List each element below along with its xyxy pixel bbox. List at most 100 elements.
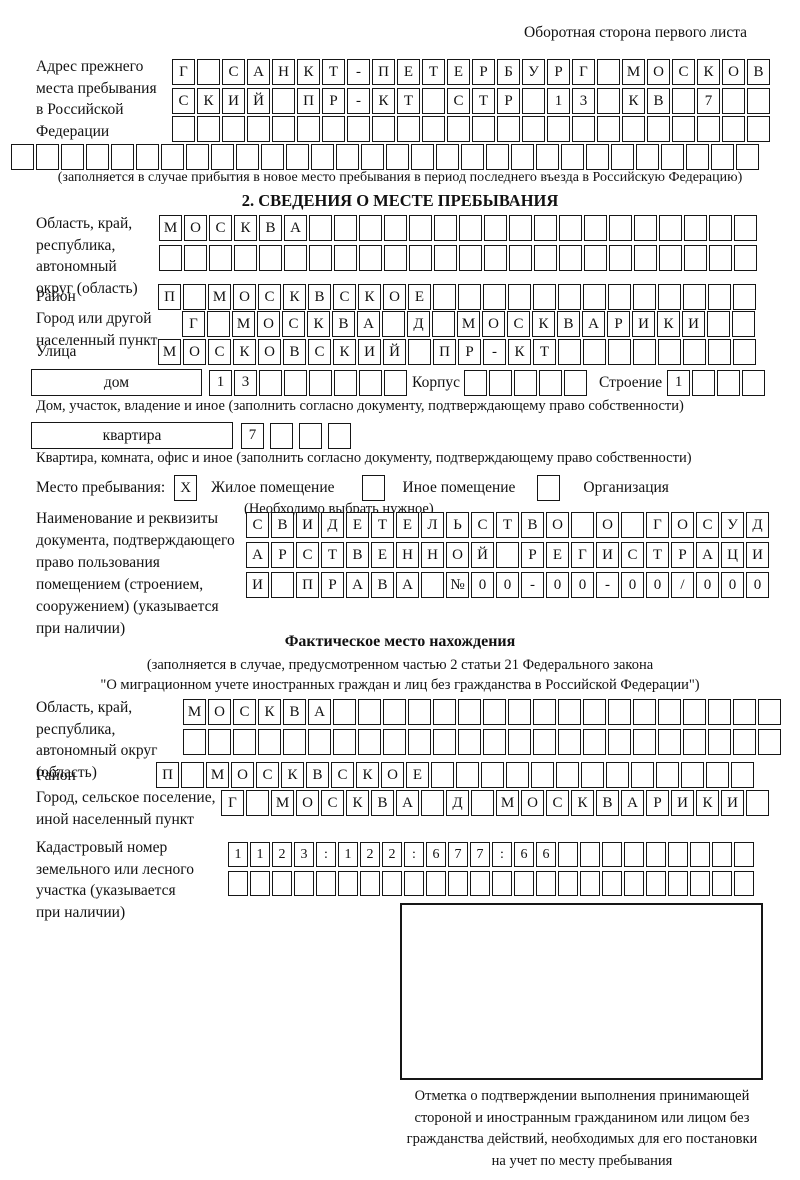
char-cell: 0 — [721, 572, 744, 598]
char-cell: С — [296, 542, 319, 568]
char-cell — [706, 762, 729, 788]
char-cell — [690, 871, 710, 896]
char-cell: Т — [646, 542, 669, 568]
char-cell — [584, 215, 607, 241]
char-cell: 1 — [209, 369, 232, 396]
char-cell: М — [232, 311, 255, 337]
char-cell — [411, 144, 434, 170]
char-cell: В — [283, 699, 306, 725]
char-cell — [658, 339, 681, 365]
char-cell — [734, 871, 754, 896]
char-cell: О — [183, 339, 206, 365]
char-cell — [672, 116, 695, 142]
char-cell: : — [316, 842, 336, 867]
char-cell: К — [532, 311, 555, 337]
char-cell: Й — [383, 339, 406, 365]
char-cell — [707, 311, 730, 337]
char-cell: О — [383, 284, 406, 310]
char-cell — [558, 339, 581, 365]
char-cell: К — [307, 311, 330, 337]
char-cell — [508, 284, 531, 310]
char-cell — [536, 871, 556, 896]
char-cell: Т — [397, 88, 420, 114]
char-cell — [722, 116, 745, 142]
char-cell — [136, 144, 159, 170]
char-cell — [234, 245, 257, 271]
char-cell — [492, 871, 512, 896]
char-cell: К — [696, 790, 719, 816]
char-cell: В — [308, 284, 331, 310]
char-cell: А — [308, 699, 331, 725]
char-cell — [270, 422, 293, 449]
char-cell — [633, 729, 656, 755]
char-cell — [631, 762, 654, 788]
char-cell — [458, 699, 481, 725]
char-cell: У — [721, 512, 744, 538]
char-cell — [272, 871, 292, 896]
char-cell — [597, 88, 620, 114]
char-cell: Ц — [721, 542, 744, 568]
char-cell: 0 — [746, 572, 769, 598]
char-cell — [661, 144, 684, 170]
char-cell: К — [571, 790, 594, 816]
char-cell — [36, 144, 59, 170]
char-cell — [608, 284, 631, 310]
char-cell — [358, 699, 381, 725]
char-cell — [258, 729, 281, 755]
char-cell — [683, 339, 706, 365]
char-cell — [708, 729, 731, 755]
char-cell — [558, 729, 581, 755]
s2-rayon-label: Район — [36, 288, 76, 305]
fact-note-1: (заполняется в случае, предусмотренном ч… — [146, 657, 654, 673]
char-cell — [746, 790, 769, 816]
char-cell — [534, 215, 557, 241]
s2-ulitsa-label: Улица — [36, 343, 77, 360]
fact-kadastr-label: Кадастровый номер земельного или лесного… — [36, 839, 194, 921]
char-cell — [334, 245, 357, 271]
char-cell: Д — [446, 790, 469, 816]
char-cell — [611, 144, 634, 170]
char-cell: Е — [546, 542, 569, 568]
char-cell — [458, 729, 481, 755]
char-cell — [690, 842, 710, 867]
char-cell: Е — [371, 542, 394, 568]
char-cell — [236, 144, 259, 170]
fact-title: Фактическое место нахождения — [284, 633, 516, 650]
char-cell: У — [522, 59, 545, 85]
char-cell — [434, 215, 457, 241]
char-cell: - — [483, 339, 506, 365]
char-cell — [672, 88, 695, 114]
char-cell: К — [197, 88, 220, 114]
char-cell — [559, 245, 582, 271]
char-cell — [533, 729, 556, 755]
char-cell: 0 — [621, 572, 644, 598]
inoe-checkbox — [361, 475, 385, 501]
char-cell: Р — [321, 572, 344, 598]
char-cell — [408, 729, 431, 755]
char-cell: Л — [421, 512, 444, 538]
char-cell: С — [308, 339, 331, 365]
char-cell — [683, 729, 706, 755]
char-cell: О — [482, 311, 505, 337]
char-cell — [408, 699, 431, 725]
char-cell: С — [172, 88, 195, 114]
char-cell — [497, 116, 520, 142]
prev-address-row-4 — [11, 144, 759, 170]
char-cell: С — [331, 762, 354, 788]
char-cell — [692, 369, 716, 396]
char-cell — [283, 729, 306, 755]
korpus-label: Корпус — [412, 373, 460, 391]
char-cell — [284, 245, 307, 271]
char-cell: С — [471, 512, 494, 538]
char-cell: К — [297, 59, 320, 85]
char-cell — [448, 871, 468, 896]
char-cell: Р — [271, 542, 294, 568]
char-cell: Р — [547, 59, 570, 85]
char-cell — [597, 116, 620, 142]
char-cell: М — [622, 59, 645, 85]
char-cell — [496, 542, 519, 568]
